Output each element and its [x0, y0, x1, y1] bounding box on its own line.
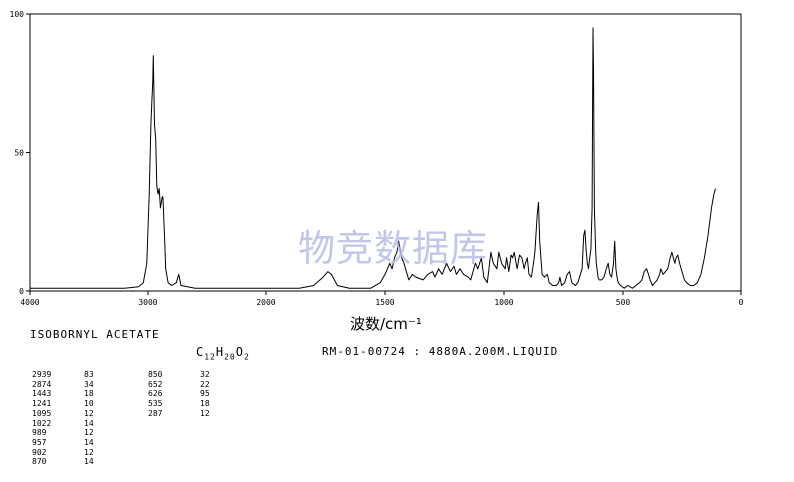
peak-row: 1022 14 — [32, 419, 114, 429]
peak-intensity: 32 — [200, 370, 210, 379]
peak-row: 957 14 — [32, 438, 114, 448]
x-axis-ticks: 4000 3000 2000 1500 1000 500 0 — [20, 291, 744, 307]
peak-row: 902 12 — [32, 448, 114, 458]
formula-o: O — [235, 345, 244, 359]
peak-intensity: 10 — [84, 399, 94, 409]
x-tick-label: 1000 — [494, 298, 513, 307]
peak-intensity: 34 — [84, 379, 94, 389]
y-tick-label: 50 — [14, 149, 24, 158]
peak-row: 535 18 — [148, 399, 230, 409]
peak-row: 287 12 — [148, 409, 230, 419]
peak-intensity: 95 — [200, 389, 210, 399]
peak-intensity: 12 — [84, 447, 94, 457]
x-tick-label: 1500 — [375, 298, 394, 307]
molecular-formula: C12H20O2 — [196, 345, 250, 361]
peak-wavenumber: 870 — [32, 457, 47, 467]
peak-row: 2939 83 — [32, 370, 114, 380]
compound-name: ISOBORNYL ACETATE — [30, 328, 160, 341]
peak-intensity: 14 — [84, 437, 94, 447]
x-tick-label: 4000 — [20, 298, 39, 307]
peak-wavenumber: 2939 — [32, 370, 52, 379]
peak-wavenumber: 535 — [148, 399, 163, 409]
spectrum-series — [30, 27, 716, 289]
peak-row: 989 12 — [32, 428, 114, 438]
spectrum-line — [30, 27, 716, 289]
peak-wavenumber: 287 — [148, 408, 163, 418]
formula-h-count: 20 — [224, 352, 236, 362]
peak-intensity: 18 — [84, 389, 94, 399]
formula-o-count: 2 — [243, 352, 250, 362]
peak-row: 1095 12 — [32, 409, 114, 419]
peak-intensity: 12 — [84, 408, 94, 418]
peak-intensity: 83 — [84, 370, 94, 379]
formula-c: C — [196, 345, 205, 359]
peak-intensity: 14 — [84, 457, 94, 467]
peak-row: 1443 18 — [32, 389, 114, 399]
peak-wavenumber: 626 — [148, 389, 163, 399]
peak-table-col-1: 2939 83 2874 34 1443 18 1241 10 1095 12 1022 14 989 1… — [32, 370, 114, 467]
peak-row: 652 22 — [148, 380, 230, 390]
peak-wavenumber: 1443 — [32, 389, 52, 399]
peak-intensity: 18 — [200, 399, 210, 409]
formula-h: H — [215, 345, 225, 359]
peak-wavenumber: 1095 — [32, 408, 52, 418]
peak-wavenumber: 1022 — [32, 418, 52, 428]
peak-intensity: 22 — [200, 379, 210, 389]
peak-row: 1241 10 — [32, 399, 114, 409]
peak-intensity: 14 — [84, 418, 94, 428]
y-tick-label: 0 — [19, 287, 24, 296]
peak-table-col-2: 850 32 652 22 626 95 535 18 287 12 — [148, 370, 230, 419]
peak-wavenumber: 850 — [148, 370, 163, 379]
peak-row: 626 95 — [148, 389, 230, 399]
peak-intensity: 12 — [84, 428, 94, 438]
peak-intensity: 12 — [200, 408, 210, 418]
x-tick-label: 0 — [739, 298, 744, 307]
reference-code: RM-01-00724 : 4880A.200M.LIQUID — [322, 345, 559, 358]
x-axis-label: 波数/cm⁻¹ — [350, 315, 422, 333]
peak-wavenumber: 989 — [32, 428, 47, 438]
x-tick-label: 2000 — [256, 298, 275, 307]
peak-wavenumber: 2874 — [32, 379, 52, 389]
watermark: 物竞数据库 — [298, 227, 488, 270]
peak-row: 2874 34 — [32, 380, 114, 390]
peak-wavenumber: 902 — [32, 447, 47, 457]
peak-wavenumber: 652 — [148, 379, 163, 389]
peak-row: 870 14 — [32, 457, 114, 467]
peak-wavenumber: 1241 — [32, 399, 52, 409]
formula-c-count: 12 — [204, 352, 216, 362]
x-tick-label: 500 — [616, 298, 631, 307]
peak-wavenumber: 957 — [32, 437, 47, 447]
x-tick-label: 3000 — [138, 298, 157, 307]
y-axis-ticks: 0 50 100 — [10, 10, 30, 296]
y-tick-label: 100 — [10, 10, 25, 19]
peak-row: 850 32 — [148, 370, 230, 380]
